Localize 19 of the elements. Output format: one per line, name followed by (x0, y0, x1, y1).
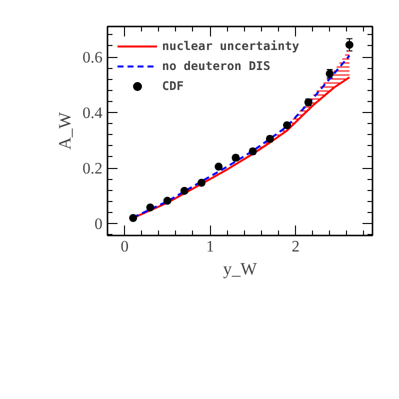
x-tick-label: 1 (206, 238, 214, 256)
point (163, 196, 172, 205)
point (345, 40, 354, 49)
point (198, 178, 206, 187)
legend-label: CDF (162, 79, 184, 93)
x-axis-title: y_W (223, 260, 258, 278)
y-tick-label: 0 (94, 216, 102, 234)
x-tick-label: 2 (292, 238, 300, 256)
point (129, 214, 138, 222)
point (146, 203, 154, 212)
legend-label: nuclear uncertainty (162, 39, 300, 53)
x-tick-label: 0 (120, 238, 129, 256)
legend-label: no deuteron DIS (162, 59, 270, 73)
point (180, 186, 188, 195)
y-tick-label: 0.2 (82, 160, 102, 178)
y-tick-label: 0.4 (82, 105, 102, 122)
point (214, 162, 223, 171)
y-tick-label: 0.6 (82, 50, 102, 67)
y-axis-title: A_W (56, 112, 74, 150)
